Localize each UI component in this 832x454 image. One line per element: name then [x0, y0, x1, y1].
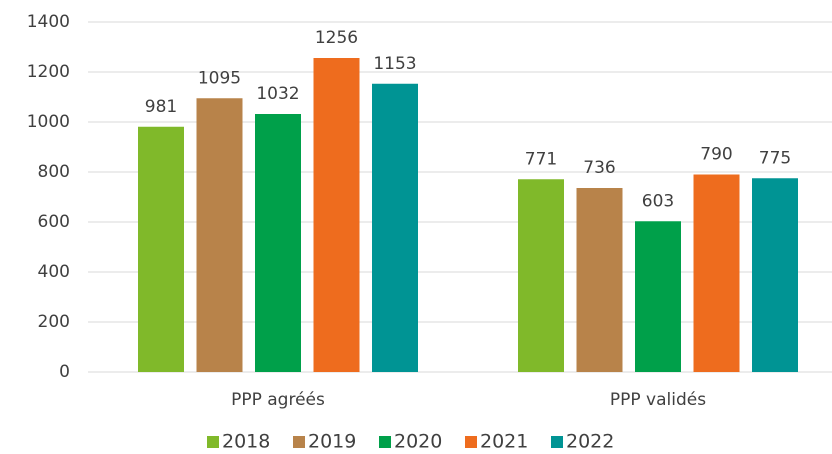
data-label: 1153 — [373, 54, 416, 74]
y-tick-label: 800 — [38, 162, 70, 182]
data-label: 736 — [583, 158, 615, 178]
y-tick-label: 200 — [38, 312, 70, 332]
legend-label: 2022 — [566, 431, 614, 453]
data-label: 1095 — [198, 68, 241, 88]
data-label: 981 — [145, 97, 177, 117]
y-tick-label: 1200 — [27, 62, 70, 82]
bar — [635, 221, 681, 372]
legend-swatch — [465, 436, 477, 448]
legend-swatch — [293, 436, 305, 448]
data-label: 775 — [759, 148, 791, 168]
bar — [693, 174, 740, 372]
legend-label: 2020 — [394, 431, 442, 453]
x-tick-label: PPP validés — [610, 390, 706, 410]
y-tick-label: 600 — [38, 212, 70, 232]
y-tick-label: 400 — [38, 262, 70, 282]
y-tick-label: 1400 — [27, 12, 70, 32]
y-tick-label: 0 — [59, 362, 70, 382]
x-tick-label: PPP agréés — [231, 390, 325, 410]
bar — [138, 126, 184, 372]
bar — [372, 83, 418, 372]
bar — [518, 179, 564, 372]
data-label: 603 — [642, 191, 674, 211]
data-label: 771 — [525, 149, 557, 169]
data-label: 1256 — [315, 28, 358, 48]
bar — [196, 98, 243, 372]
legend-swatch — [551, 436, 563, 448]
bar — [576, 188, 623, 372]
bar — [313, 58, 360, 372]
legend-label: 2018 — [222, 431, 270, 453]
bar — [752, 178, 798, 372]
y-tick-label: 1000 — [27, 112, 70, 132]
data-label: 790 — [700, 145, 732, 165]
legend-label: 2021 — [480, 431, 528, 453]
data-label: 1032 — [256, 84, 299, 104]
legend-label: 2019 — [308, 431, 356, 453]
legend-swatch — [207, 436, 219, 448]
legend-swatch — [379, 436, 391, 448]
bar — [255, 114, 301, 372]
